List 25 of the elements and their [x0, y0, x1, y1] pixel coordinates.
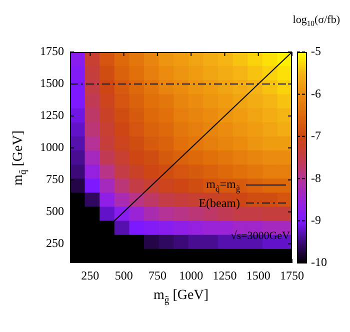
color-bar-label: -10: [311, 255, 327, 270]
color-bar-label: -7: [311, 128, 321, 143]
y-tick-label: 500: [46, 204, 64, 218]
x-tick-label: 1000: [179, 268, 204, 282]
color-bar-label: -8: [311, 170, 321, 185]
x-tick-label: 250: [81, 268, 100, 282]
legend-label: E(beam): [198, 196, 240, 210]
color-bar-label: -9: [311, 212, 321, 227]
x-tick-label: 1750: [280, 268, 304, 282]
y-tick-label: 1000: [40, 140, 64, 154]
x-tick-label: 1500: [246, 268, 270, 282]
x-tick-label: 750: [148, 268, 166, 282]
legend-label: m$_{q̃}$=m$_{g̃}$: [206, 176, 240, 194]
color-bar-label: -6: [311, 86, 321, 100]
color-bar-title: log$_{10}$(σ/fb): [292, 14, 340, 28]
y-tick-label: 750: [46, 172, 64, 186]
y-tick-label: 1500: [40, 76, 64, 90]
x-tick-label: 1250: [212, 268, 237, 282]
y-tick-label: 1250: [40, 108, 64, 122]
x-tick-label: 500: [114, 268, 133, 282]
annotation: √s=3000GeV: [230, 230, 290, 242]
x-axis-title: m$_{g̃}$ [GeV]: [153, 288, 209, 306]
y-tick-label: 1750: [40, 44, 64, 58]
y-tick-label: 250: [46, 236, 64, 250]
color-bar-label: -5: [311, 44, 321, 58]
